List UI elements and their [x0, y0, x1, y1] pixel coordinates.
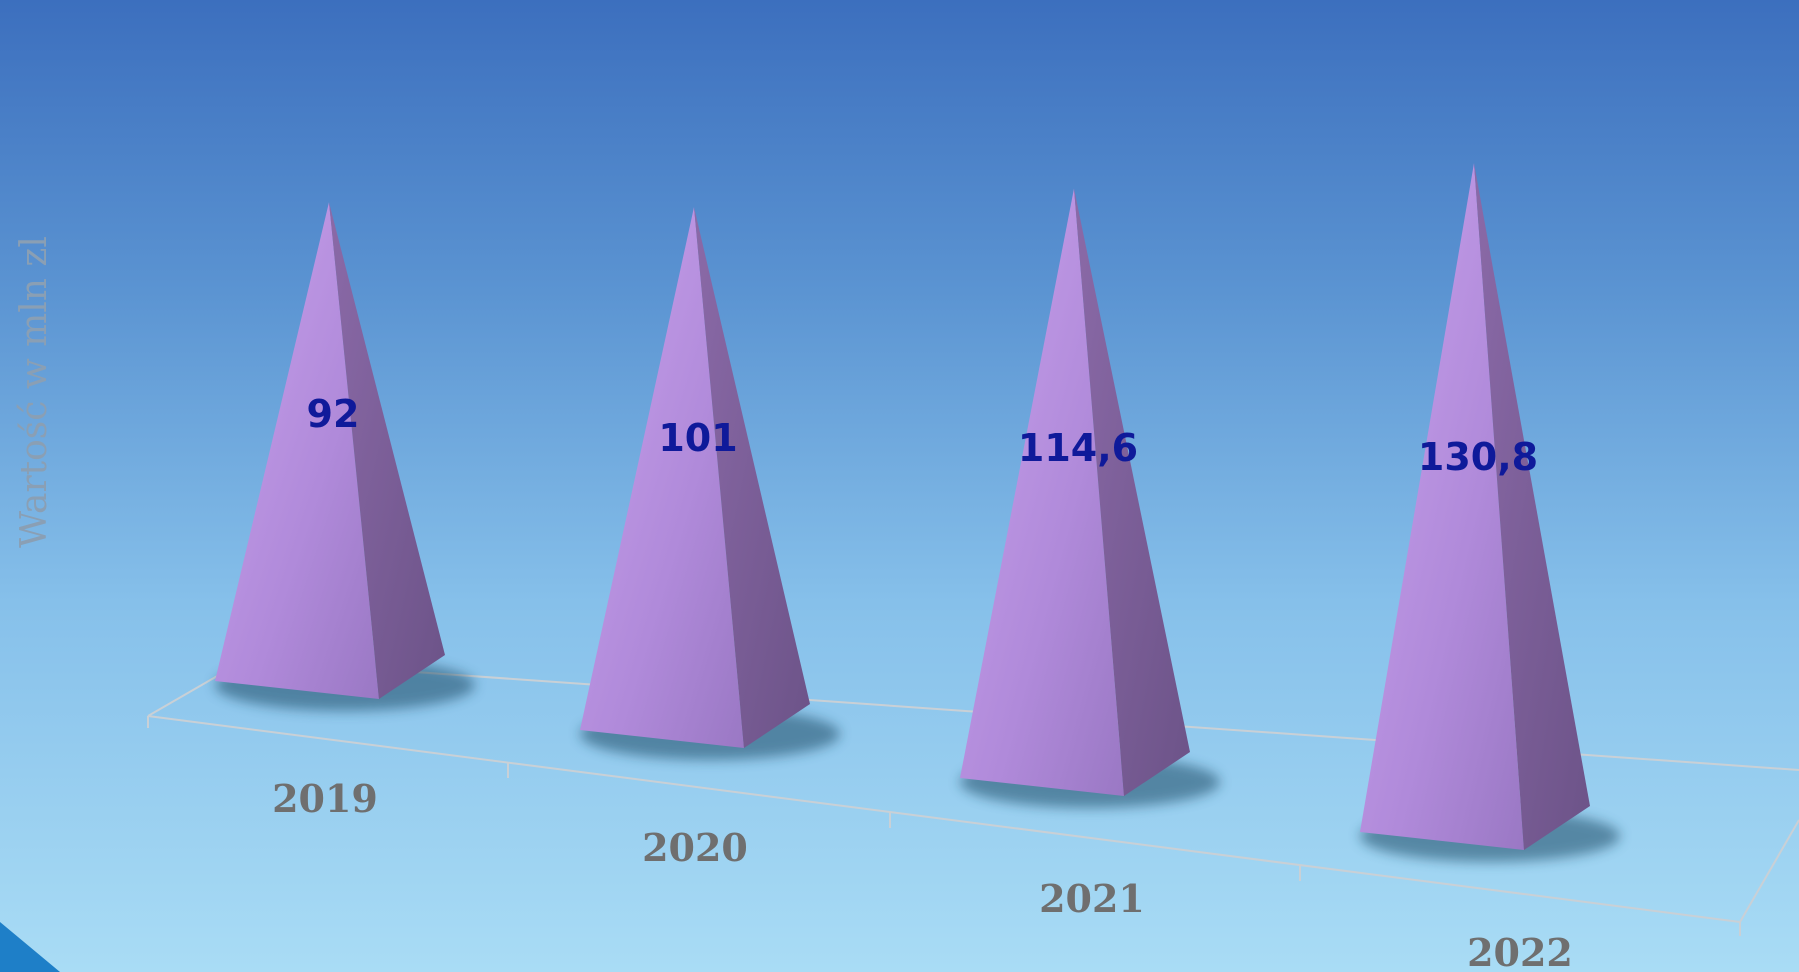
category-label-2021: 2021 [1039, 876, 1145, 921]
value-label-2019: 92 [307, 392, 360, 436]
pyramid-front-2020 [580, 207, 744, 749]
pyramid-front-2019 [215, 202, 379, 699]
category-label-2022: 2022 [1467, 930, 1573, 972]
pyramid-side-2019 [329, 202, 445, 699]
floor-right-edge [1739, 819, 1799, 923]
category-label-2019: 2019 [272, 776, 378, 821]
pyramid-series [215, 163, 1620, 862]
pyramid-front-2022 [1360, 163, 1524, 850]
y-axis-label: Wartość w mln zl [14, 236, 55, 548]
pyramid-side-2022 [1474, 163, 1590, 850]
category-label-2020: 2020 [642, 825, 748, 870]
floor-front-edge [147, 715, 1741, 923]
pyramid-front-2021 [960, 188, 1124, 796]
value-label-2020: 101 [658, 416, 737, 460]
value-label-2022: 130,8 [1418, 435, 1538, 479]
pyramid-side-2021 [1074, 188, 1190, 796]
value-label-2021: 114,6 [1018, 426, 1138, 470]
corner-accent [0, 922, 60, 972]
pyramid-side-2020 [694, 207, 810, 749]
